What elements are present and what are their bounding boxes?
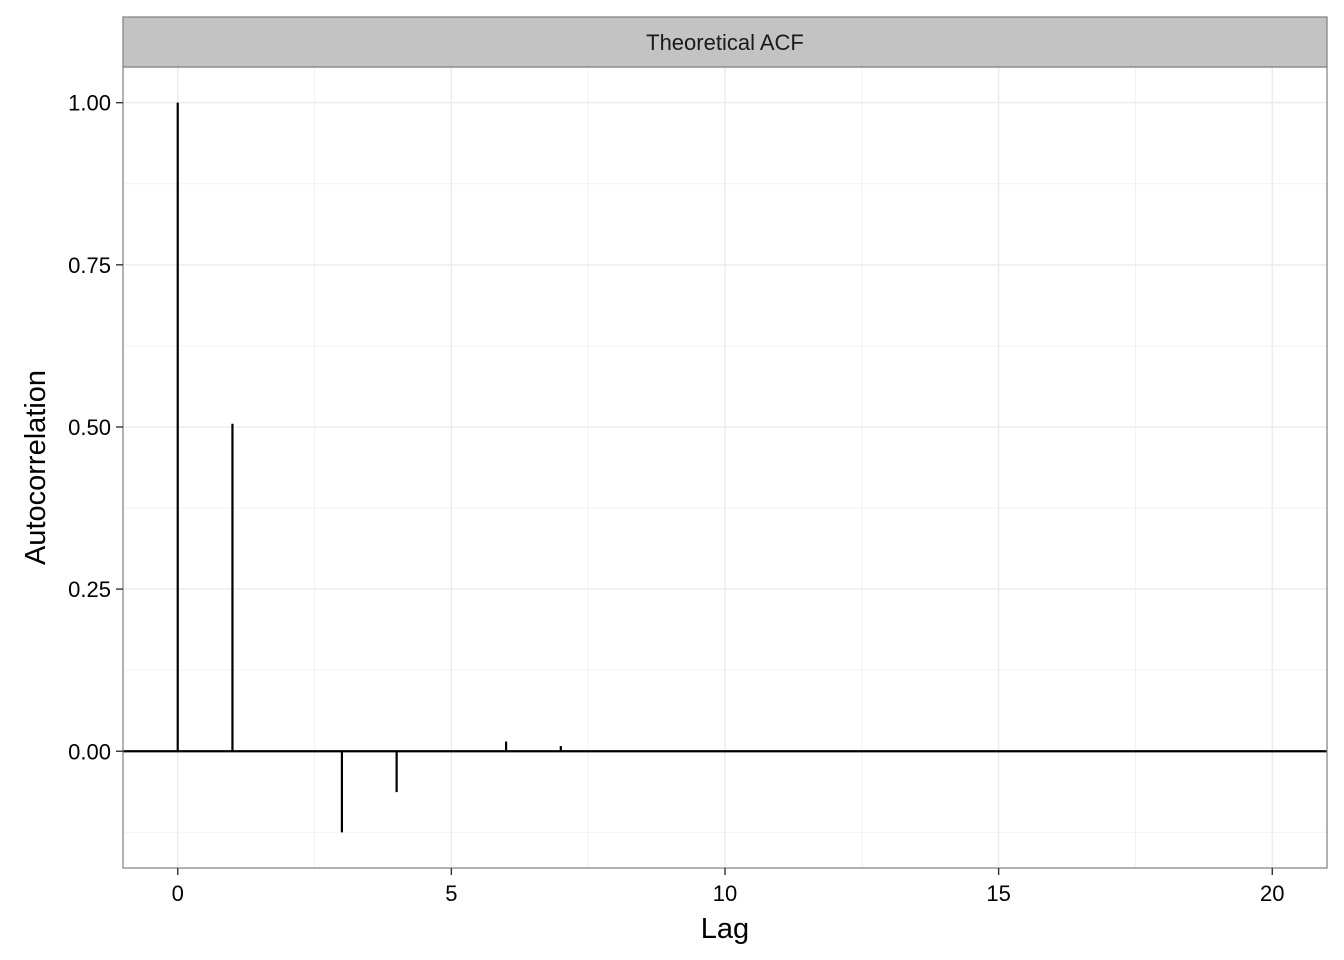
y-tick-label: 0.25 bbox=[68, 577, 111, 602]
x-tick-label: 10 bbox=[713, 881, 737, 906]
y-axis: 0.00 0.25 0.50 0.75 1.00 bbox=[68, 91, 123, 764]
facet-label: Theoretical ACF bbox=[646, 30, 804, 55]
x-tick-label: 15 bbox=[986, 881, 1010, 906]
x-axis-title: Lag bbox=[701, 913, 749, 945]
y-tick-label: 0.50 bbox=[68, 415, 111, 440]
x-axis: 0 5 10 15 20 bbox=[172, 868, 1285, 906]
y-tick-label: 0.00 bbox=[68, 739, 111, 764]
y-axis-title: Autocorrelation bbox=[20, 370, 52, 565]
acf-bars bbox=[176, 102, 617, 833]
x-tick-label: 20 bbox=[1260, 881, 1284, 906]
facet-strip: Theoretical ACF bbox=[122, 16, 1328, 68]
x-tick-label: 0 bbox=[172, 881, 184, 906]
x-tick-label: 5 bbox=[445, 881, 457, 906]
major-gridlines bbox=[123, 67, 1327, 868]
strip-background bbox=[122, 16, 1328, 68]
y-tick-label: 0.75 bbox=[68, 253, 111, 278]
y-tick-label: 1.00 bbox=[68, 91, 111, 116]
